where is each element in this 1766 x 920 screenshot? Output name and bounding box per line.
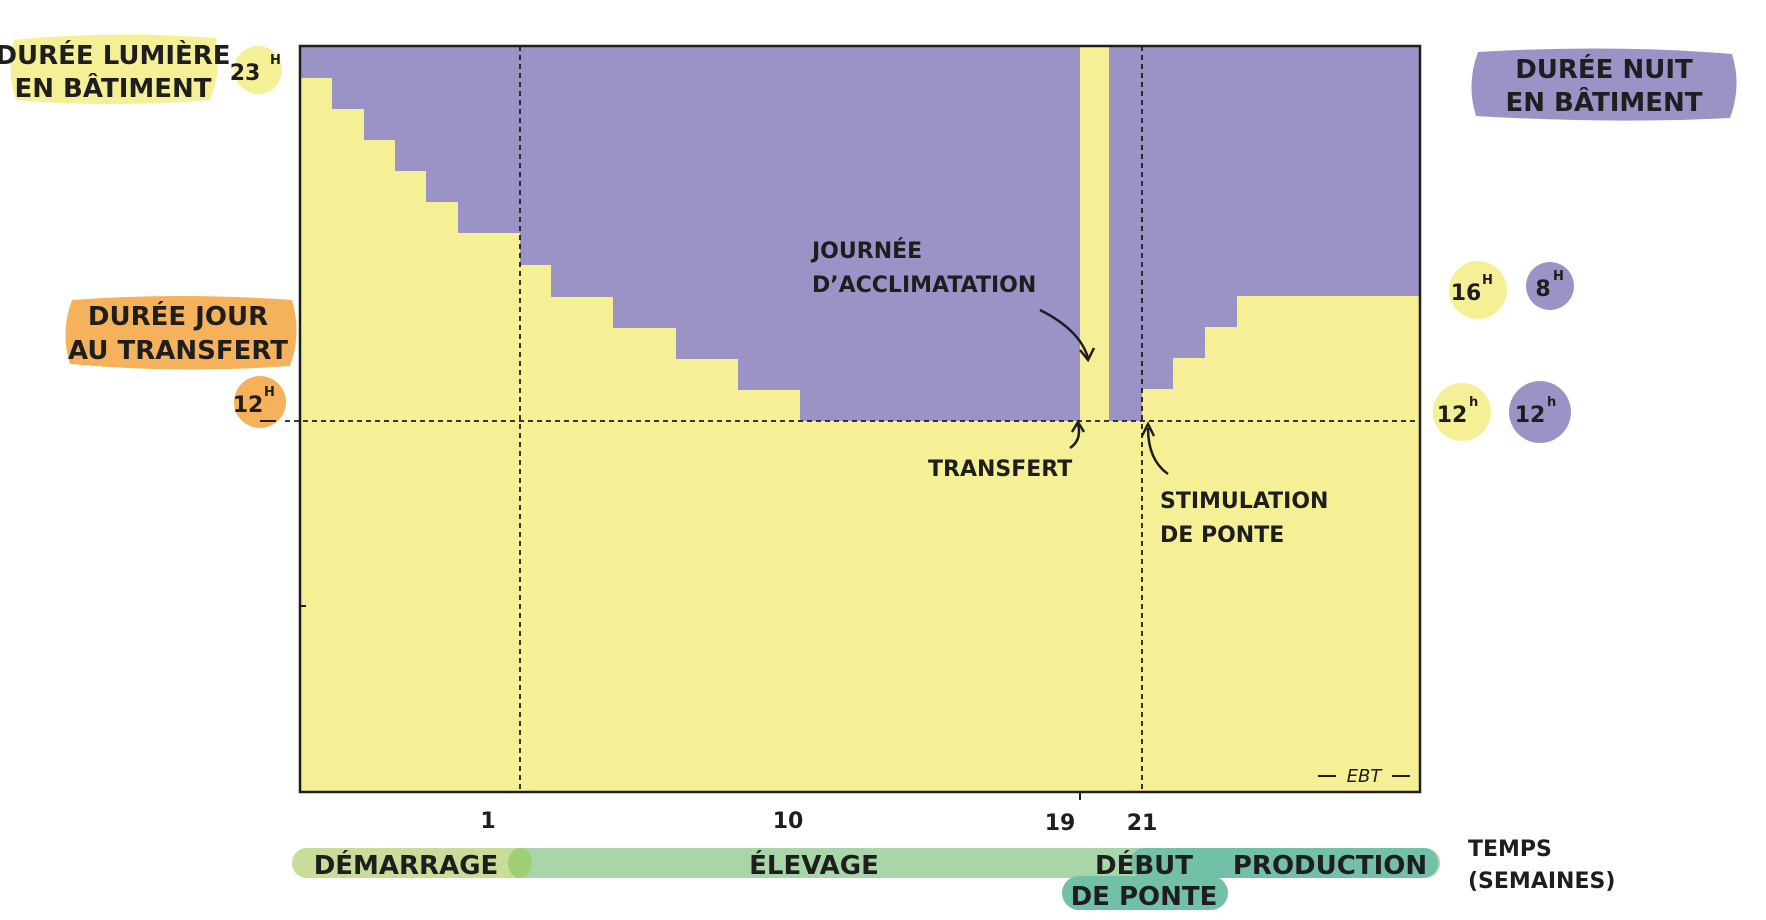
label-12h-left: 12 [233, 393, 264, 418]
label-16h-sup: H [1482, 273, 1493, 288]
arrow-transfert-head [1070, 419, 1086, 433]
x-tick-label-19: 19 [1045, 811, 1076, 836]
label-duree-jour-transfert-1: DURÉE JOUR [88, 300, 268, 332]
phase-debut-ponte-label-2: DE PONTE [1071, 882, 1218, 912]
highlight-12h-right-night [1509, 381, 1571, 443]
label-stimulation-ponte-1: STIMULATION [1160, 489, 1328, 514]
arrow-stimulation [1146, 427, 1169, 476]
x-axis-title-1: TEMPS [1468, 837, 1552, 862]
label-12h-right-day: 12 [1437, 403, 1468, 428]
highlight-12h-left [234, 376, 286, 428]
phase-elevage-label: ÉLEVAGE [749, 849, 879, 881]
label-12h-right-night-sup: h [1547, 395, 1556, 410]
highlight-nuit [1471, 48, 1737, 121]
highlight-23h [234, 46, 282, 94]
label-stimulation-ponte-2: DE PONTE [1160, 523, 1284, 548]
label-duree-lumiere-1: DURÉE LUMIÈRE [0, 39, 231, 71]
highlight-jour-transfert [65, 296, 297, 370]
label-transfert: TRANSFERT [928, 457, 1072, 482]
phase-production-label: PRODUCTION [1233, 851, 1427, 881]
label-duree-jour-transfert-2: AU TRANSFERT [68, 336, 288, 366]
highlight-12h-right-day [1433, 383, 1491, 441]
x-axis-title-2: (SEMAINES) [1468, 869, 1615, 894]
x-tick-label-21: 21 [1127, 811, 1158, 836]
plot-frame [298, 44, 1422, 794]
label-12h-right-night: 12 [1515, 403, 1546, 428]
label-journee-acclimatation-2: D’ACCLIMATATION [812, 273, 1036, 298]
phase-demarrage-bar [292, 848, 532, 878]
arrow-acclimatation-head [1079, 347, 1096, 363]
x-tick-label-10: 10 [773, 809, 804, 834]
day-area [300, 46, 1420, 792]
phase-debut-ponte-label-1: DÉBUT [1095, 849, 1193, 881]
label-23h: 23 [230, 61, 261, 86]
label-8h-sup: H [1553, 269, 1564, 284]
phase-production-bar [1130, 848, 1438, 878]
label-12h-left-sup: H [264, 385, 275, 400]
highlight-16h [1449, 261, 1507, 319]
highlight-lumiere [10, 34, 219, 104]
phase-debut-ponte-bar [1062, 876, 1228, 910]
label-23h-sup: H [270, 53, 281, 68]
arrow-acclimatation [1039, 308, 1090, 359]
arrow-stimulation-head [1140, 421, 1156, 437]
label-8h: 8 [1535, 277, 1550, 302]
label-journee-acclimatation-1: JOURNÉE [810, 238, 922, 264]
phase-demarrage-label: DÉMARRAGE [314, 849, 499, 881]
highlight-8h [1526, 262, 1574, 310]
label-duree-nuit-1: DURÉE NUIT [1515, 53, 1693, 85]
x-tick-label-1: 1 [480, 809, 495, 834]
signature: EBT [1347, 766, 1384, 787]
arrow-transfert [1069, 423, 1081, 450]
label-duree-nuit-2: EN BÂTIMENT [1505, 86, 1702, 118]
label-duree-lumiere-2: EN BÂTIMENT [14, 72, 211, 104]
label-12h-right-day-sup: h [1469, 395, 1478, 410]
label-16h: 16 [1451, 281, 1482, 306]
phase-demarrage-end [508, 848, 532, 878]
